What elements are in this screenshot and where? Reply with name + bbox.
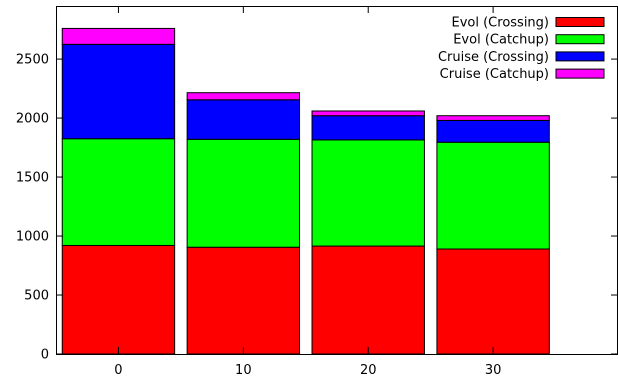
bar-segment-3-1 <box>436 141 550 250</box>
legend-swatch-1 <box>555 34 605 45</box>
x-tick-label: 10 <box>235 363 252 378</box>
bar-segment-1-0 <box>186 246 301 355</box>
bar-segment-1-3 <box>186 92 301 101</box>
x-tick-label: 30 <box>485 363 502 378</box>
bar-segment-3-2 <box>436 119 550 143</box>
y-tick-label: 1000 <box>16 230 49 245</box>
bar-segment-2-3 <box>311 110 425 117</box>
y-tick-label: 2000 <box>16 112 49 127</box>
bar-segment-1-2 <box>186 99 301 140</box>
x-tick-label: 0 <box>114 363 122 378</box>
legend-label: Cruise (Crossing) <box>438 50 549 65</box>
y-tick-label: 2500 <box>16 53 49 68</box>
y-tick-label: 500 <box>24 289 49 304</box>
legend-swatch-3 <box>555 68 605 79</box>
legend-label: Cruise (Catchup) <box>440 67 549 82</box>
bar-segment-3-3 <box>436 115 550 121</box>
x-tick-label: 20 <box>360 363 377 378</box>
legend-swatch-0 <box>555 17 605 27</box>
x-axis: 0 10 20 30 <box>114 6 501 378</box>
bar-segment-3-0 <box>436 248 550 355</box>
bar-segment-0-3 <box>61 27 176 45</box>
bar-segment-2-0 <box>311 245 425 355</box>
legend-swatch-2 <box>555 51 605 62</box>
y-tick-label: 1500 <box>16 171 49 186</box>
bar-segment-0-2 <box>61 43 176 140</box>
bar-segment-2-2 <box>311 115 425 141</box>
bar-segment-1-1 <box>186 138 301 248</box>
legend-label: Evol (Catchup) <box>453 33 549 48</box>
bars-layer <box>61 27 550 355</box>
y-axis: 0 500 1000 1500 2000 2500 <box>16 53 618 363</box>
legend: Evol (Crossing) Evol (Catchup) Cruise (Cro… <box>438 16 605 82</box>
bar-segment-0-1 <box>61 138 176 246</box>
legend-label: Evol (Crossing) <box>452 16 550 31</box>
bar-segment-0-0 <box>61 244 176 355</box>
bar-segment-2-1 <box>311 139 425 247</box>
y-tick-label: 0 <box>41 348 49 363</box>
